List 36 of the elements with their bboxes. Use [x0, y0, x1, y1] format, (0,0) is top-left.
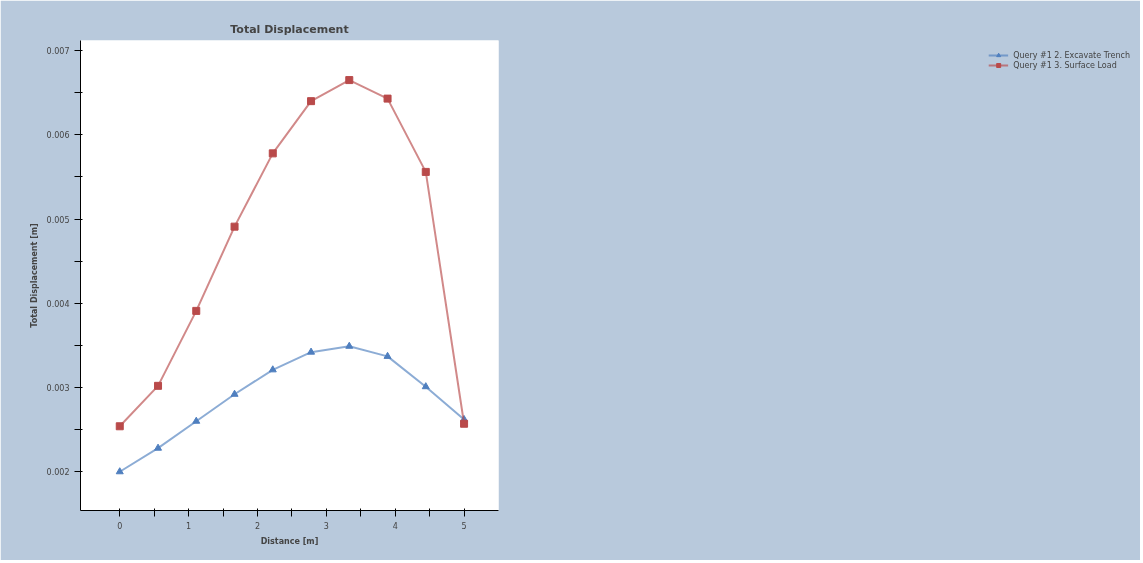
- x-tick-label: 4: [392, 521, 398, 531]
- y-tick-label: 0.005: [46, 215, 70, 225]
- y-tick-label: 0.007: [46, 47, 70, 57]
- point: [115, 422, 124, 431]
- y-tick-label: 0.006: [46, 131, 70, 141]
- x-tick-label: 0: [117, 521, 123, 531]
- x-tick-label: 1: [186, 521, 192, 531]
- y-axis-title: Total Displacement [m]: [29, 223, 39, 328]
- point: [383, 94, 392, 103]
- point: [307, 347, 316, 355]
- chart-title: Total Displacement: [230, 22, 349, 36]
- legend-label: Query #1 3. Surface Load: [1013, 60, 1117, 70]
- x-tick-label: 3: [323, 521, 329, 531]
- point: [307, 97, 316, 106]
- legend-label: Query #1 2. Excavate Trench: [1013, 50, 1130, 60]
- x-axis-title: Distance [m]: [260, 536, 319, 546]
- y-tick-label: 0.002: [46, 468, 70, 478]
- x-tick-label: 2: [254, 521, 261, 531]
- point: [192, 306, 201, 315]
- point: [268, 149, 277, 158]
- point: [192, 416, 201, 424]
- point: [115, 467, 124, 475]
- point: [230, 222, 239, 231]
- y-tick-label: 0.004: [46, 299, 70, 309]
- point: [345, 76, 354, 85]
- point: [230, 389, 239, 397]
- point: [154, 381, 163, 390]
- point: [383, 351, 392, 359]
- x-tick-label: 5: [461, 521, 467, 531]
- point: [154, 443, 163, 451]
- point: [460, 419, 469, 428]
- point: [345, 341, 354, 349]
- point: [421, 382, 430, 390]
- point: [421, 167, 430, 176]
- point: [268, 365, 277, 373]
- y-tick-label: 0.003: [46, 384, 70, 394]
